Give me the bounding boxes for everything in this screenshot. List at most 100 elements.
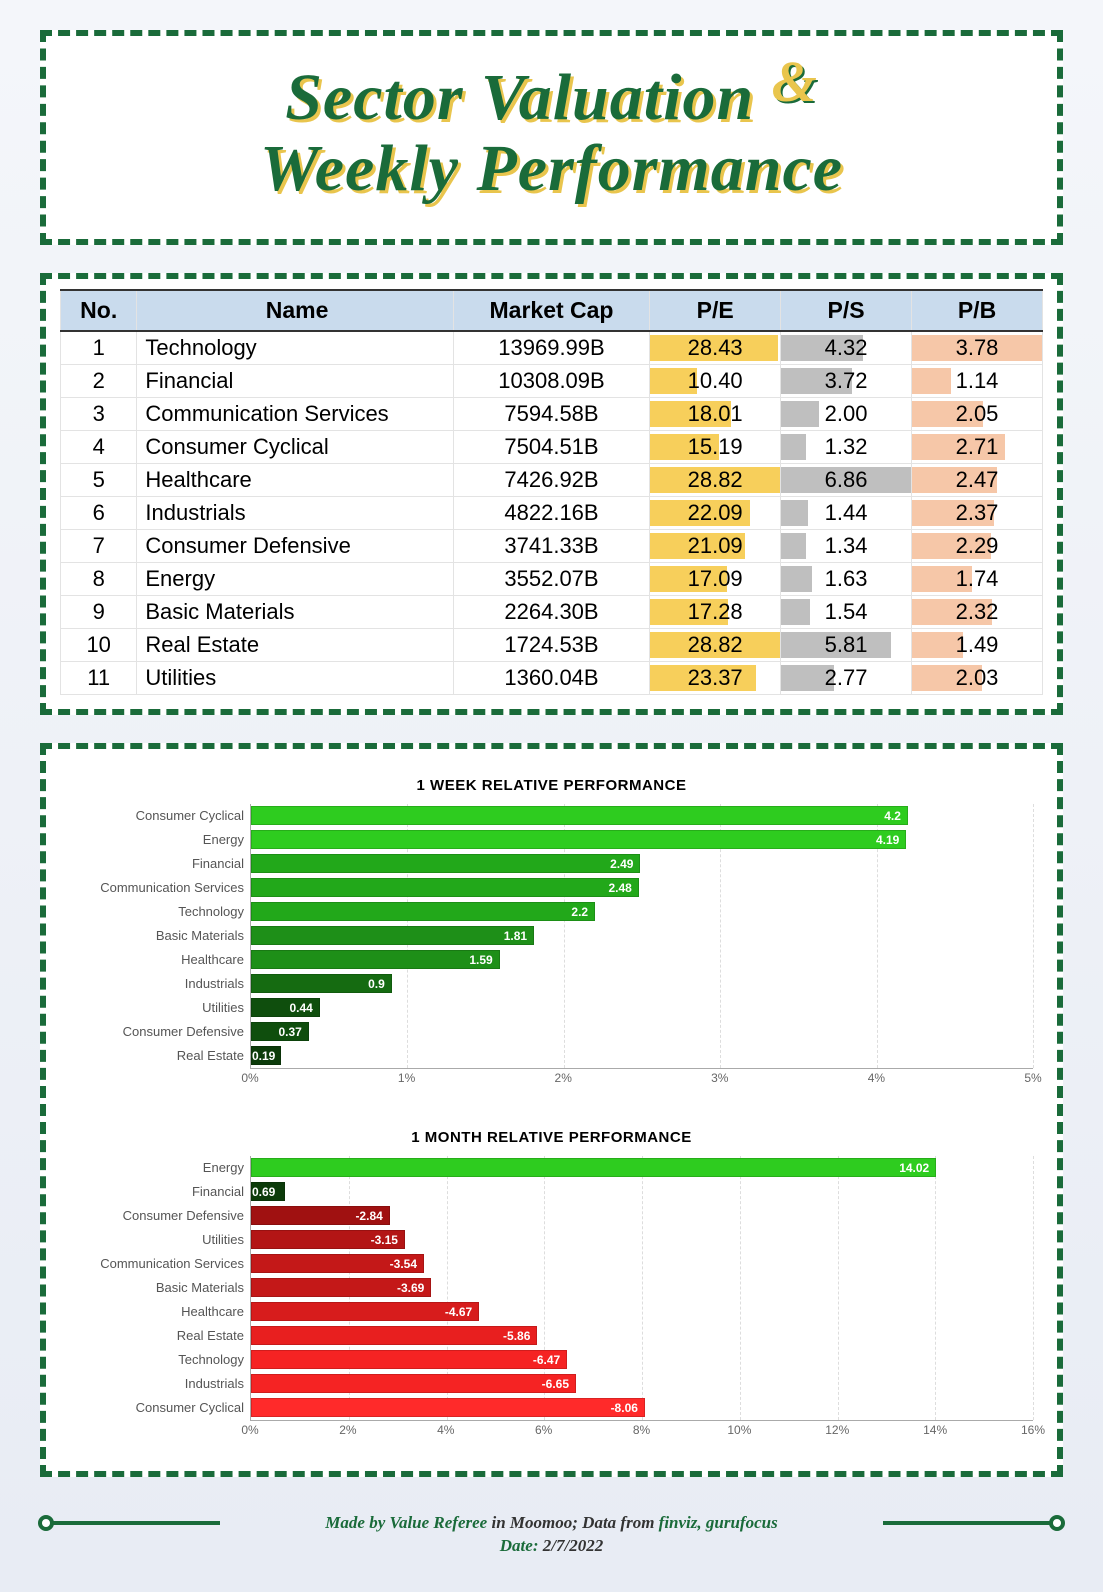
chart-bar-row: 0.37 (251, 1020, 1033, 1044)
chart-bar-row: 2.2 (251, 900, 1033, 924)
table-cell-ratio: 2.05 (912, 397, 1043, 430)
table-cell-cap: 1360.04B (453, 661, 649, 694)
charts-panel: 1 WEEK RELATIVE PERFORMANCEConsumer Cycl… (40, 743, 1063, 1477)
chart-y-labels: EnergyFinancialConsumer DefensiveUtiliti… (70, 1156, 250, 1421)
chart-bar-row: 2.49 (251, 852, 1033, 876)
chart-x-tick: 0% (241, 1071, 258, 1085)
chart-bar-row: 2.48 (251, 876, 1033, 900)
table-row: 6Industrials4822.16B22.091.442.37 (61, 496, 1043, 529)
chart-y-label: Consumer Cyclical (70, 1396, 250, 1420)
chart-bar: -3.69 (251, 1278, 431, 1297)
table-cell-no: 9 (61, 595, 137, 628)
chart-bar: -8.06 (251, 1398, 645, 1417)
table-cell-ratio: 17.28 (650, 595, 781, 628)
chart-x-tick: 3% (711, 1071, 728, 1085)
table-cell-no: 11 (61, 661, 137, 694)
chart-bar: 14.02 (251, 1158, 936, 1177)
table-header-cell: No. (61, 290, 137, 331)
chart-gridline (1033, 804, 1034, 1068)
table-cell-ratio: 23.37 (650, 661, 781, 694)
page-title: Sector Valuation & Weekly Performance (76, 62, 1027, 205)
chart-plot-area: 4.24.192.492.482.21.811.590.90.440.370.1… (250, 804, 1033, 1069)
table-cell-no: 6 (61, 496, 137, 529)
table-cell-ratio: 22.09 (650, 496, 781, 529)
chart-x-axis: 0%2%4%6%8%10%12%14%16% (250, 1423, 1033, 1441)
chart-y-label: Financial (70, 1180, 250, 1204)
table-cell-ratio: 18.01 (650, 397, 781, 430)
chart-y-label: Utilities (70, 1228, 250, 1252)
table-cell-no: 8 (61, 562, 137, 595)
table-cell-ratio: 28.43 (650, 331, 781, 365)
table-cell-no: 7 (61, 529, 137, 562)
table-row: 7Consumer Defensive3741.33B21.091.342.29 (61, 529, 1043, 562)
chart-title: 1 MONTH RELATIVE PERFORMANCE (70, 1129, 1033, 1146)
table-cell-name: Healthcare (137, 463, 453, 496)
footer-endpoint-right-icon (1049, 1515, 1065, 1531)
chart-bar: 4.2 (251, 806, 908, 825)
table-cell-ratio: 17.09 (650, 562, 781, 595)
chart-y-label: Communication Services (70, 1252, 250, 1276)
table-cell-ratio: 10.40 (650, 364, 781, 397)
chart-bar: 2.49 (251, 854, 640, 873)
table-cell-ratio: 1.44 (781, 496, 912, 529)
table-cell-ratio: 1.54 (781, 595, 912, 628)
table-header-cell: Name (137, 290, 453, 331)
chart-y-label: Consumer Defensive (70, 1020, 250, 1044)
title-panel: Sector Valuation & Weekly Performance (40, 30, 1063, 245)
chart-y-label: Technology (70, 1348, 250, 1372)
table-cell-ratio: 1.49 (912, 628, 1043, 661)
chart-x-tick: 16% (1021, 1423, 1045, 1437)
table-cell-name: Consumer Defensive (137, 529, 453, 562)
chart-bar: 1.59 (251, 950, 500, 969)
table-cell-cap: 7426.92B (453, 463, 649, 496)
table-cell-ratio: 5.81 (781, 628, 912, 661)
table-cell-ratio: 4.32 (781, 331, 912, 365)
table-row: 4Consumer Cyclical7504.51B15.191.322.71 (61, 430, 1043, 463)
chart-y-label: Industrials (70, 1372, 250, 1396)
table-cell-name: Energy (137, 562, 453, 595)
chart-bar: 2.2 (251, 902, 595, 921)
chart-y-label: Basic Materials (70, 1276, 250, 1300)
table-cell-ratio: 1.63 (781, 562, 912, 595)
table-header-cell: P/E (650, 290, 781, 331)
chart-bar-row: -3.54 (251, 1252, 1033, 1276)
table-cell-cap: 7504.51B (453, 430, 649, 463)
table-cell-no: 10 (61, 628, 137, 661)
valuation-table: No.NameMarket CapP/EP/SP/B 1Technology13… (60, 289, 1043, 695)
table-cell-ratio: 28.82 (650, 628, 781, 661)
table-cell-no: 2 (61, 364, 137, 397)
title-line1: Sector Valuation (285, 61, 754, 134)
chart-bar-row: -6.65 (251, 1372, 1033, 1396)
table-cell-no: 4 (61, 430, 137, 463)
table-cell-ratio: 6.86 (781, 463, 912, 496)
chart-bar-row: -3.15 (251, 1228, 1033, 1252)
chart-bar-row: -8.06 (251, 1396, 1033, 1420)
footer-made-in: in Moomoo; Data from (487, 1513, 658, 1532)
table-cell-cap: 10308.09B (453, 364, 649, 397)
chart-x-tick: 12% (825, 1423, 849, 1437)
table-cell-ratio: 2.47 (912, 463, 1043, 496)
chart-bar-row: 4.19 (251, 828, 1033, 852)
table-cell-ratio: 2.37 (912, 496, 1043, 529)
footer-date: 2/7/2022 (543, 1536, 603, 1555)
table-cell-cap: 13969.99B (453, 331, 649, 365)
footer-made-by-prefix: Made by (325, 1513, 389, 1532)
chart-bar-row: -4.67 (251, 1300, 1033, 1324)
chart-bar-row: 0.19 (251, 1044, 1033, 1068)
table-row: 9Basic Materials2264.30B17.281.542.32 (61, 595, 1043, 628)
table-cell-ratio: 2.71 (912, 430, 1043, 463)
footer-endpoint-left-icon (38, 1515, 54, 1531)
chart-bar: -6.47 (251, 1350, 567, 1369)
chart-gridline (1033, 1156, 1034, 1420)
table-cell-no: 5 (61, 463, 137, 496)
chart-bar: -5.86 (251, 1326, 537, 1345)
chart-bar-row: 4.2 (251, 804, 1033, 828)
table-cell-ratio: 2.29 (912, 529, 1043, 562)
chart-y-label: Energy (70, 1156, 250, 1180)
chart-bar-row: -3.69 (251, 1276, 1033, 1300)
chart-x-tick: 14% (923, 1423, 947, 1437)
chart-y-label: Energy (70, 828, 250, 852)
footer-sources: finviz, gurufocus (659, 1513, 778, 1532)
chart-1week: 1 WEEK RELATIVE PERFORMANCEConsumer Cycl… (70, 765, 1033, 1099)
footer-date-label: Date: (500, 1536, 543, 1555)
